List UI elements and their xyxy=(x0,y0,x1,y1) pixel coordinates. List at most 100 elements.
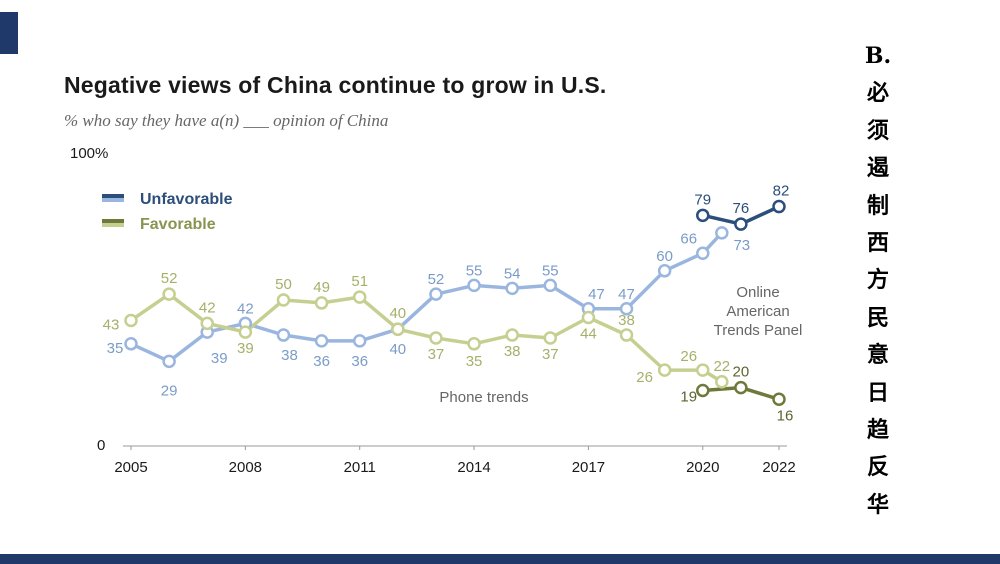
side-caption-char: 日 xyxy=(866,379,889,406)
y-tick-label-top: 100% xyxy=(70,145,108,162)
legend-swatch-favorable xyxy=(102,219,124,223)
favorable-point xyxy=(581,310,596,325)
unfavorable-data-label: 54 xyxy=(504,265,521,282)
favorable-point xyxy=(715,375,729,389)
unfavorable-data-label: 82 xyxy=(773,183,790,200)
favorable-data-label: 51 xyxy=(351,273,368,290)
unfavorable-point xyxy=(772,199,786,214)
favorable-data-label: 22 xyxy=(713,358,730,375)
favorable-data-label: 38 xyxy=(618,312,635,329)
unfavorable-point xyxy=(467,278,481,293)
side-caption-char: 民 xyxy=(866,304,889,331)
favorable-data-label: 39 xyxy=(237,340,254,357)
side-caption-char: 意 xyxy=(866,342,889,369)
favorable-point xyxy=(124,313,138,328)
favorable-point xyxy=(696,383,710,398)
side-caption-char: 制 xyxy=(866,192,889,219)
unfavorable-data-label: 38 xyxy=(281,347,298,364)
favorable-data-label: 26 xyxy=(636,369,653,386)
unfavorable-data-label: 52 xyxy=(428,271,445,288)
favorable-data-label: 38 xyxy=(504,343,521,360)
unfavorable-point xyxy=(124,337,138,351)
annotation-online-panel: Trends Panel xyxy=(714,322,803,339)
favorable-point xyxy=(200,316,214,331)
favorable-data-label: 44 xyxy=(580,326,597,343)
legend-swatch-unfavorable-light xyxy=(102,198,124,202)
unfavorable-data-label: 47 xyxy=(618,286,635,303)
slide-bottom-bar xyxy=(0,554,1000,564)
favorable-data-label: 37 xyxy=(542,346,559,363)
favorable-point xyxy=(314,296,329,310)
favorable-point xyxy=(429,331,443,345)
favorable-data-label: 42 xyxy=(199,299,216,316)
chart-subtitle: % who say they have a(n) ___ opinion of … xyxy=(64,111,389,130)
favorable-point xyxy=(467,337,481,351)
y-tick-label-bottom: 0 xyxy=(97,437,105,454)
unfavorable-data-label: 42 xyxy=(237,300,254,317)
side-caption-char: 反 xyxy=(866,454,889,481)
x-tick-label: 2005 xyxy=(114,459,147,476)
favorable-point xyxy=(238,325,253,339)
unfavorable-data-label: 66 xyxy=(680,230,697,247)
favorable-point xyxy=(619,328,634,342)
favorable-point xyxy=(162,287,176,301)
series-points xyxy=(124,199,786,407)
unfavorable-data-label: 36 xyxy=(313,353,330,370)
side-caption-char: 方 xyxy=(866,267,889,294)
favorable-data-label: 16 xyxy=(777,407,794,424)
side-caption-char: B. xyxy=(864,43,892,69)
side-caption-char: 西 xyxy=(866,230,889,257)
chart-title: Negative views of China continue to grow… xyxy=(64,72,607,98)
unfavorable-point xyxy=(696,208,710,223)
favorable-data-label: 43 xyxy=(103,316,120,333)
x-tick-label: 2022 xyxy=(762,459,795,476)
annotations: Online American Trends Panel Phone trends xyxy=(439,284,802,406)
favorable-point xyxy=(734,380,748,395)
unfavorable-point xyxy=(505,281,519,296)
annotation-phone-trends: Phone trends xyxy=(439,389,528,406)
favorable-line-phone xyxy=(130,292,703,372)
unfavorable-point xyxy=(429,287,443,301)
favorable-data-label: 50 xyxy=(275,276,292,293)
favorable-data-label: 26 xyxy=(680,348,697,365)
side-caption-char: 须 xyxy=(866,117,889,144)
annotation-online-panel: Online xyxy=(736,284,779,301)
unfavorable-point xyxy=(657,264,672,278)
x-tick-label: 2017 xyxy=(572,459,605,476)
favorable-data-label: 52 xyxy=(161,270,178,287)
annotation-online-panel: American xyxy=(726,303,789,320)
side-caption-char: 必 xyxy=(866,80,889,107)
unfavorable-data-label: 79 xyxy=(694,191,711,208)
favorable-data-label: 49 xyxy=(313,279,330,296)
legend-label-favorable: Favorable xyxy=(140,216,216,233)
unfavorable-data-label: 36 xyxy=(351,353,368,370)
x-tick-label: 2020 xyxy=(686,459,719,476)
legend-label-unfavorable: Unfavorable xyxy=(140,191,233,208)
favorable-point xyxy=(657,363,672,377)
unfavorable-data-label: 55 xyxy=(466,262,483,279)
x-tick-label: 2011 xyxy=(344,459,376,476)
favorable-data-label: 35 xyxy=(466,353,483,370)
legend: Unfavorable Favorable xyxy=(102,191,233,233)
favorable-data-label: 40 xyxy=(389,305,406,322)
favorable-point xyxy=(696,363,710,377)
favorable-data-label: 19 xyxy=(680,389,697,406)
favorable-point xyxy=(276,293,291,307)
side-vertical-caption: B. 必须遏制西方民意日趋反华 xyxy=(860,38,896,524)
unfavorable-point xyxy=(734,217,748,231)
unfavorable-point xyxy=(696,246,710,261)
side-caption-char: 遏 xyxy=(866,155,889,182)
unfavorable-point xyxy=(162,354,176,369)
unfavorable-data-label: 29 xyxy=(161,382,178,399)
favorable-point xyxy=(352,290,367,304)
unfavorable-data-label: 60 xyxy=(656,248,673,265)
data-labels: 35 29 39 42 38 36 36 40 52 55 54 55 47 47 60 66 79 76 82 73… xyxy=(103,183,794,425)
unfavorable-data-label: 55 xyxy=(542,262,559,279)
x-tick-label: 2014 xyxy=(457,459,490,476)
unfavorable-point xyxy=(543,278,558,293)
unfavorable-data-label: 73 xyxy=(733,237,750,254)
unfavorable-point xyxy=(352,334,367,348)
legend-swatch-favorable-light xyxy=(102,223,124,227)
